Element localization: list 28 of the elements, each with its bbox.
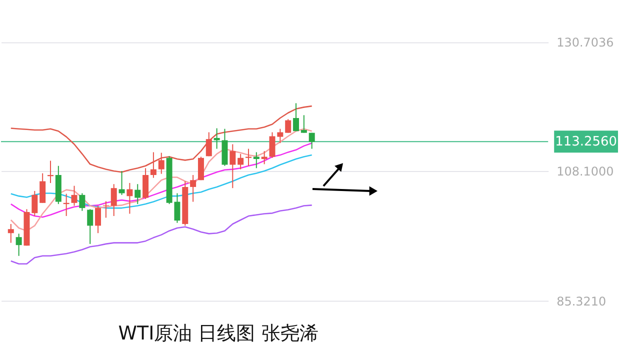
text: WTI原油 日线图 张尧浠 [118,322,318,345]
candlestick [87,208,94,244]
candlestick [285,118,292,134]
candlestick [95,205,102,234]
candlestick [32,190,38,217]
candlestick [308,132,315,150]
candlestick [300,114,307,134]
candlestick [102,200,109,218]
y-tick-label: 85.3210 [556,294,606,308]
candlestick [71,185,78,206]
candlestick [118,170,125,196]
candlestick [293,102,300,132]
candlestick [238,153,244,170]
y-tick-label: 108.1000 [556,164,614,178]
candlestick [8,223,14,244]
candlestick [79,192,86,212]
line-series [10,204,313,265]
y-tick-label: 130.7036 [556,36,614,50]
candlestick [134,184,141,205]
candlestick [206,132,212,157]
candlestick [40,172,46,204]
ref-line-label: 113.2560 [555,134,618,150]
candlestick [190,174,196,202]
candlestick [198,156,204,181]
candlestick [16,233,22,256]
candlestick [230,144,236,189]
candlestick [126,182,133,214]
candlestick [110,184,117,217]
